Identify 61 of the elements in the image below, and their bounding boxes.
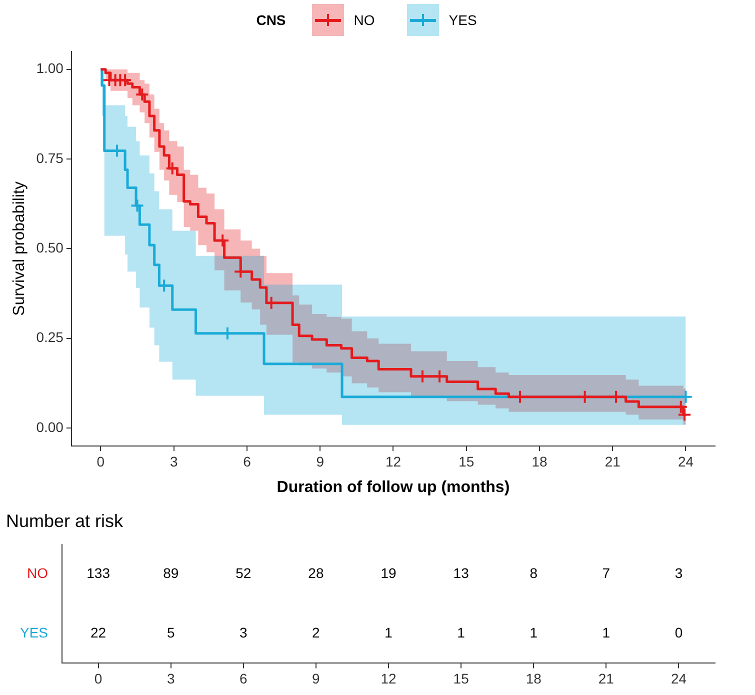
data-label: 5 xyxy=(166,624,175,640)
x-tick-label: 3 xyxy=(166,670,175,686)
x-tick-label: 18 xyxy=(526,670,542,686)
x-tick-label: 15 xyxy=(453,670,470,686)
x-tick-label: 3 xyxy=(170,453,178,470)
data-label: 3 xyxy=(240,624,248,640)
point xyxy=(135,87,150,102)
point xyxy=(220,326,234,340)
data-label: 1 xyxy=(530,624,538,640)
data-label: 52 xyxy=(236,565,252,582)
data-label: 3 xyxy=(674,565,683,582)
data-label: 19 xyxy=(380,565,397,582)
x-tick-label: 24 xyxy=(678,453,694,470)
x-tick-label: 21 xyxy=(604,453,621,470)
point xyxy=(578,390,592,404)
y-axis-title: Survival probability xyxy=(11,182,28,316)
x-tick-label: 15 xyxy=(458,453,474,470)
x-tick-label: 6 xyxy=(243,453,252,470)
y-tick-label: 0.00 xyxy=(36,418,64,435)
x-tick-label: 18 xyxy=(532,453,548,470)
x-tick-label: 21 xyxy=(598,670,614,686)
point xyxy=(234,264,248,279)
data-label: 1 xyxy=(384,624,393,640)
data-label: 13 xyxy=(453,565,470,582)
data-label: 1 xyxy=(457,624,466,640)
data-label: 89 xyxy=(163,565,179,582)
data-label: 0 xyxy=(674,624,683,640)
data-label: 22 xyxy=(90,624,106,640)
data-label: 7 xyxy=(602,565,610,582)
y-tick-label: 1.00 xyxy=(36,60,64,76)
chart-title: Number at risk xyxy=(6,510,124,531)
y-tick-label: 0.75 xyxy=(36,150,64,166)
y-tick-label: 0.25 xyxy=(36,329,64,346)
point xyxy=(165,161,180,176)
y-tick-label: 0.50 xyxy=(36,240,64,256)
legend-title: CNS xyxy=(256,12,286,28)
x-tick-label: 0 xyxy=(94,670,102,686)
point xyxy=(432,369,447,384)
x-tick-label: 9 xyxy=(316,453,324,470)
x-tick-label: 24 xyxy=(670,670,687,686)
x-tick-label: 12 xyxy=(385,453,402,470)
point xyxy=(130,198,144,213)
point xyxy=(678,390,693,404)
data-label: 133 xyxy=(86,565,110,582)
data-label: 2 xyxy=(312,624,320,640)
data-label: 8 xyxy=(530,565,538,582)
point xyxy=(512,390,527,404)
point xyxy=(415,369,430,384)
x-tick-label: 0 xyxy=(96,453,105,470)
x-tick-label: 6 xyxy=(240,670,248,686)
point xyxy=(264,296,278,310)
data-label: 28 xyxy=(308,565,324,582)
data-label: 1 xyxy=(602,624,610,640)
x-tick-label: 9 xyxy=(312,670,320,686)
x-tick-label: 12 xyxy=(380,670,397,686)
legend-label: YES xyxy=(448,12,477,28)
legend-label: NO xyxy=(354,12,375,28)
point xyxy=(157,278,172,293)
x-axis-title: Duration of follow up (months) xyxy=(276,478,510,496)
point xyxy=(609,390,624,404)
y-tick-label: NO xyxy=(27,565,48,582)
